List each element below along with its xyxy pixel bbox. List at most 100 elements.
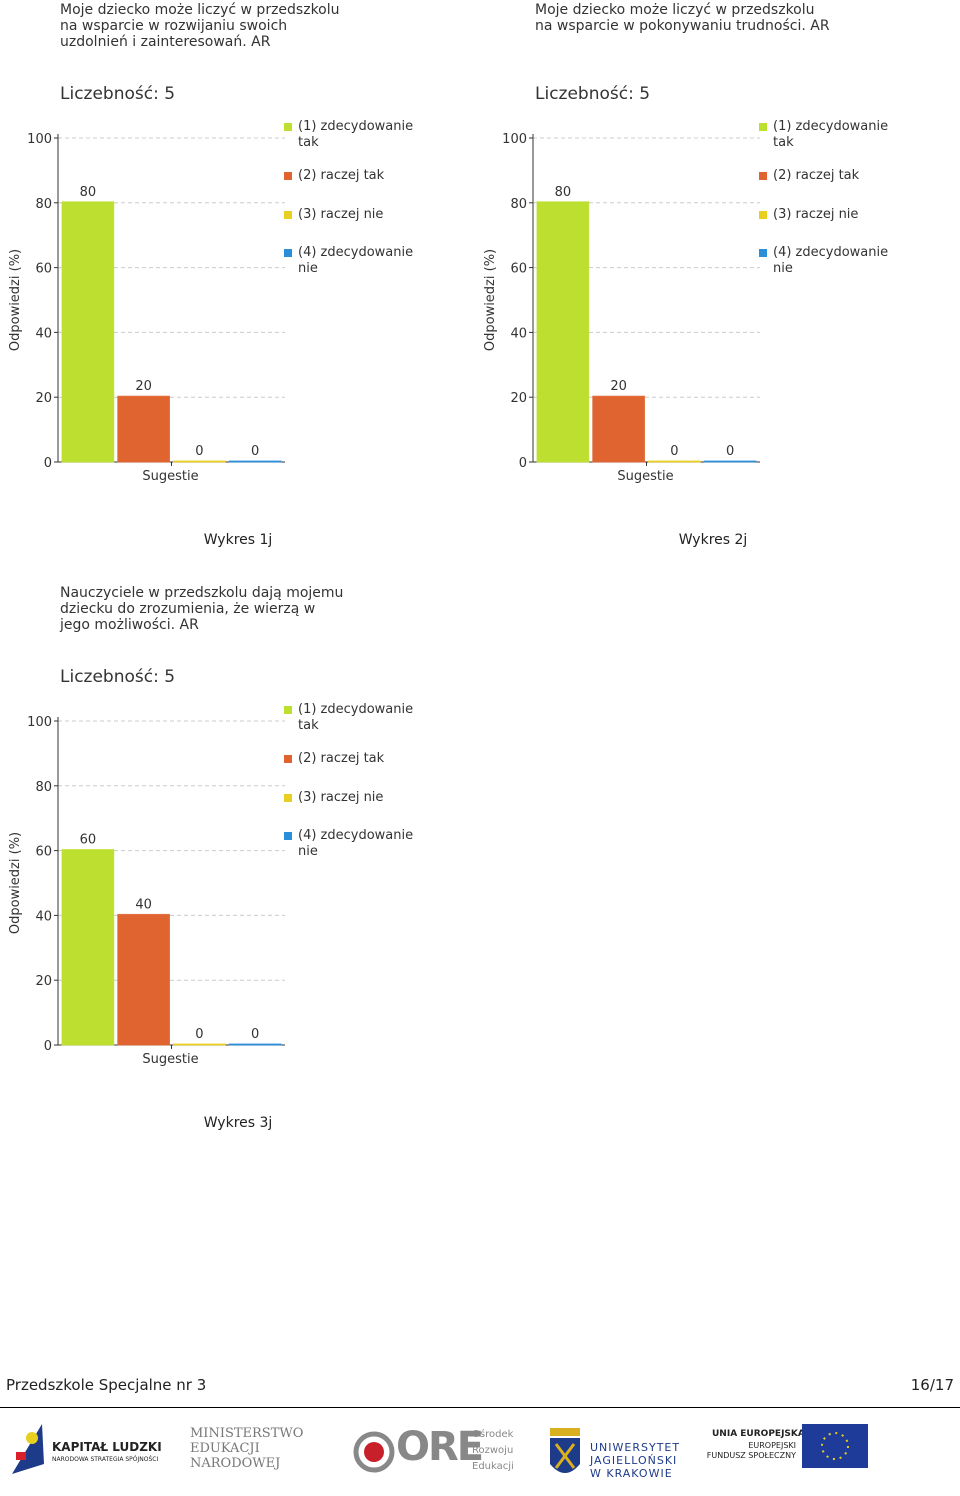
bar <box>648 460 701 463</box>
ore-text: Edukacji <box>472 1461 514 1472</box>
y-axis-label: Odpowiedzi (%) <box>483 249 498 351</box>
x-axis-label: Sugestie <box>617 469 673 484</box>
chart-title: Nauczyciele w przedszkolu dają mojemu dzi… <box>60 585 343 633</box>
y-tick-label: 20 <box>35 391 52 406</box>
y-tick-label: 60 <box>35 845 52 860</box>
bar <box>228 1043 282 1046</box>
chart-svg: 0 20 40 60 80 100 Sugestie Odpowiedzi (%) 60 40 0 0 <box>8 715 285 1067</box>
value-label: 0 <box>251 1027 259 1042</box>
legend-swatch <box>284 755 292 763</box>
ore-icon <box>353 1431 395 1473</box>
bar <box>592 395 645 463</box>
bar <box>228 460 282 463</box>
chart-subtitle: Liczebność: 5 <box>60 84 176 104</box>
y-tick-label: 40 <box>510 326 527 341</box>
value-label: 40 <box>135 897 152 912</box>
value-label: 0 <box>670 444 678 459</box>
uj-text: JAGIELLOŃSKI <box>590 1454 678 1467</box>
chart-svg: 0 20 40 60 80 100 Sugestie Odpowiedzi (%) 80 20 0 0 <box>483 132 760 484</box>
title-line: na wsparcie w pokonywaniu trudności. AR <box>535 18 830 34</box>
eu-flag <box>802 1424 868 1468</box>
y-axis-label: Odpowiedzi (%) <box>8 832 23 934</box>
bar <box>173 460 226 463</box>
footer-page: 16/17 <box>910 1376 954 1394</box>
title-line: Moje dziecko może liczyć w przedszkolu <box>535 2 815 18</box>
y-tick-label: 40 <box>35 326 52 341</box>
x-axis-label: Sugestie <box>142 469 198 484</box>
footer-school: Przedszkole Specjalne nr 3 <box>6 1376 207 1394</box>
legend-entry: (3) raczej nie <box>284 790 433 806</box>
y-axis-label: Odpowiedzi (%) <box>8 249 23 351</box>
value-label: 60 <box>80 833 97 848</box>
legend-entry: (4) zdecydowanie nie <box>284 828 433 860</box>
ore-text: ORE <box>396 1424 484 1470</box>
ue-text: UNIA EUROPEJSKA <box>712 1429 805 1439</box>
y-tick-label: 60 <box>510 262 527 277</box>
bar <box>61 201 115 463</box>
value-label: 20 <box>135 379 152 394</box>
y-tick-label: 40 <box>35 909 52 924</box>
y-tick-label: 80 <box>510 197 527 212</box>
uj-text: W KRAKOWIE <box>590 1467 673 1480</box>
chart-title: Moje dziecko może liczyć w przedszkolu na… <box>535 2 830 34</box>
chart: 0 20 40 60 80 100 Sugestie Odpowiedzi (%) 60 40 0 0… <box>0 583 470 1153</box>
legend-swatch <box>284 706 292 714</box>
legend-swatch <box>759 211 767 219</box>
y-tick-label: 60 <box>35 262 52 277</box>
chart: 0 20 40 60 80 100 Sugestie Odpowiedzi (%) 80 20 0 0… <box>0 0 470 570</box>
kl-icon <box>12 1424 44 1474</box>
legend-entry: (1) zdecydowanie tak <box>284 702 433 734</box>
footer-rule <box>0 1407 960 1408</box>
chart-caption: Wykres 1j <box>203 532 273 548</box>
title-line: uzdolnień i zainteresowań. AR <box>60 34 271 50</box>
bar <box>703 460 757 463</box>
chart-caption: Wykres 2j <box>678 532 748 548</box>
value-label: 0 <box>195 444 203 459</box>
legend-entry: (2) raczej tak <box>759 168 908 184</box>
kl-text: NARODOWA STRATEGIA SPÓJNOŚCI <box>52 1456 159 1463</box>
chart-subtitle: Liczebność: 5 <box>60 667 176 687</box>
uj-text: UNIWERSYTET <box>590 1441 681 1454</box>
value-label: 0 <box>726 444 734 459</box>
men-text: MINISTERSTWO <box>190 1426 304 1441</box>
chart-title: Moje dziecko może liczyć w przedszkolu na… <box>60 2 340 50</box>
title-line: Moje dziecko może liczyć w przedszkolu <box>60 2 340 18</box>
bar <box>117 395 170 463</box>
bar <box>173 1043 226 1046</box>
title-line: na wsparcie w rozwijaniu swoich <box>60 18 288 34</box>
y-tick-label: 20 <box>35 974 52 989</box>
y-tick-label: 100 <box>27 715 52 730</box>
value-label: 80 <box>80 185 97 200</box>
bar <box>61 849 115 1046</box>
ore-text: Ośrodek <box>472 1429 514 1440</box>
y-tick-label: 100 <box>27 132 52 147</box>
legend-swatch <box>759 172 767 180</box>
legend-entry: (3) raczej nie <box>284 207 433 223</box>
y-tick-label: 80 <box>35 197 52 212</box>
legend-entry: (1) zdecydowanie tak <box>284 119 433 151</box>
ue-text: EUROPEJSKI <box>748 1441 796 1450</box>
chart-subtitle: Liczebność: 5 <box>535 84 651 104</box>
bar <box>117 913 170 1046</box>
legend-swatch <box>284 172 292 180</box>
chart-caption: Wykres 3j <box>203 1115 273 1131</box>
legend-entry: (1) zdecydowanie tak <box>759 119 908 151</box>
kl-text: KAPITAŁ LUDZKI <box>52 1440 162 1454</box>
legend-swatch <box>759 249 767 257</box>
value-label: 20 <box>610 379 627 394</box>
title-line: dziecku do zrozumienia, że wierzą w <box>60 601 316 617</box>
bar <box>536 201 590 463</box>
ore-text: Rozwoju <box>472 1445 514 1456</box>
legend-entry: (3) raczej nie <box>759 207 908 223</box>
chart-svg: 0 20 40 60 80 100 Sugestie Odpowiedzi (%) 80 20 0 0 <box>8 132 285 484</box>
chart: 0 20 40 60 80 100 Sugestie Odpowiedzi (%) 80 20 0 0… <box>475 0 945 570</box>
legend-swatch <box>759 123 767 131</box>
legend-swatch <box>284 249 292 257</box>
legend-swatch <box>284 123 292 131</box>
title-line: Nauczyciele w przedszkolu dają mojemu <box>60 585 344 601</box>
legend-swatch <box>284 211 292 219</box>
legend-swatch <box>284 794 292 802</box>
men-text: NARODOWEJ <box>190 1456 281 1471</box>
legend-entry: (4) zdecydowanie nie <box>759 245 908 277</box>
